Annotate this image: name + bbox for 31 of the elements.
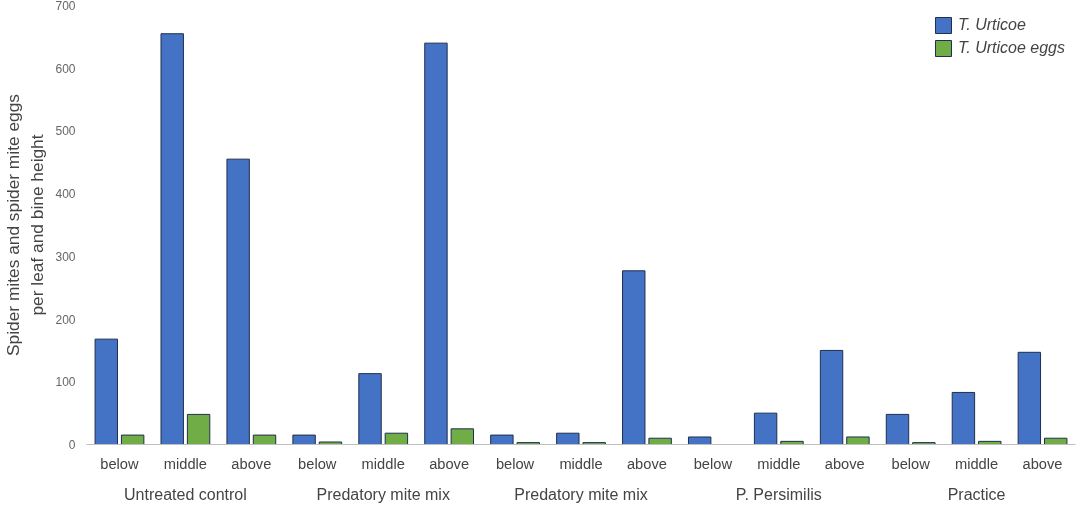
x-tick-label: middle [163, 455, 207, 472]
legend-label: T. Urticoe [957, 16, 1026, 34]
y-tick-label: 300 [55, 249, 76, 264]
x-tick-label: above [1022, 455, 1063, 472]
text: Predatory mite mix [316, 485, 450, 503]
x-tick-label: below [100, 455, 140, 472]
y-tick-label: 200 [55, 312, 76, 327]
legend-label: T. Urticoe eggs [957, 39, 1065, 57]
x-tick-label: middle [955, 455, 999, 472]
x-tick-label: below [693, 455, 733, 472]
x-tick-label: middle [559, 455, 603, 472]
x-tick-label: above [231, 455, 272, 472]
text: Practice [947, 485, 1006, 503]
x-tick-label: above [429, 455, 470, 472]
x-tick-label: middle [757, 455, 801, 472]
y-tick-label: 600 [55, 61, 76, 76]
y-tick-label: 0 [68, 438, 76, 452]
y-tick-label: 500 [55, 124, 76, 139]
text: P. Persimilis [735, 485, 822, 503]
x-tick-label: below [495, 455, 535, 472]
x-tick-label: above [824, 455, 865, 472]
text: Predatory mite mix [514, 485, 648, 503]
x-tick-label: below [298, 455, 337, 472]
y-tick-label: 400 [55, 187, 76, 202]
x-tick-label: above [626, 455, 667, 472]
y-tick-label: 100 [55, 375, 76, 390]
y-axis-title: Spider mites and spider mite eggs per leaf and bine height [3, 93, 48, 356]
x-tick-label: below [891, 455, 931, 472]
y-tick-label: 700 [55, 0, 76, 13]
text: Untreated control [124, 485, 247, 503]
x-tick-label: middle [361, 455, 405, 472]
